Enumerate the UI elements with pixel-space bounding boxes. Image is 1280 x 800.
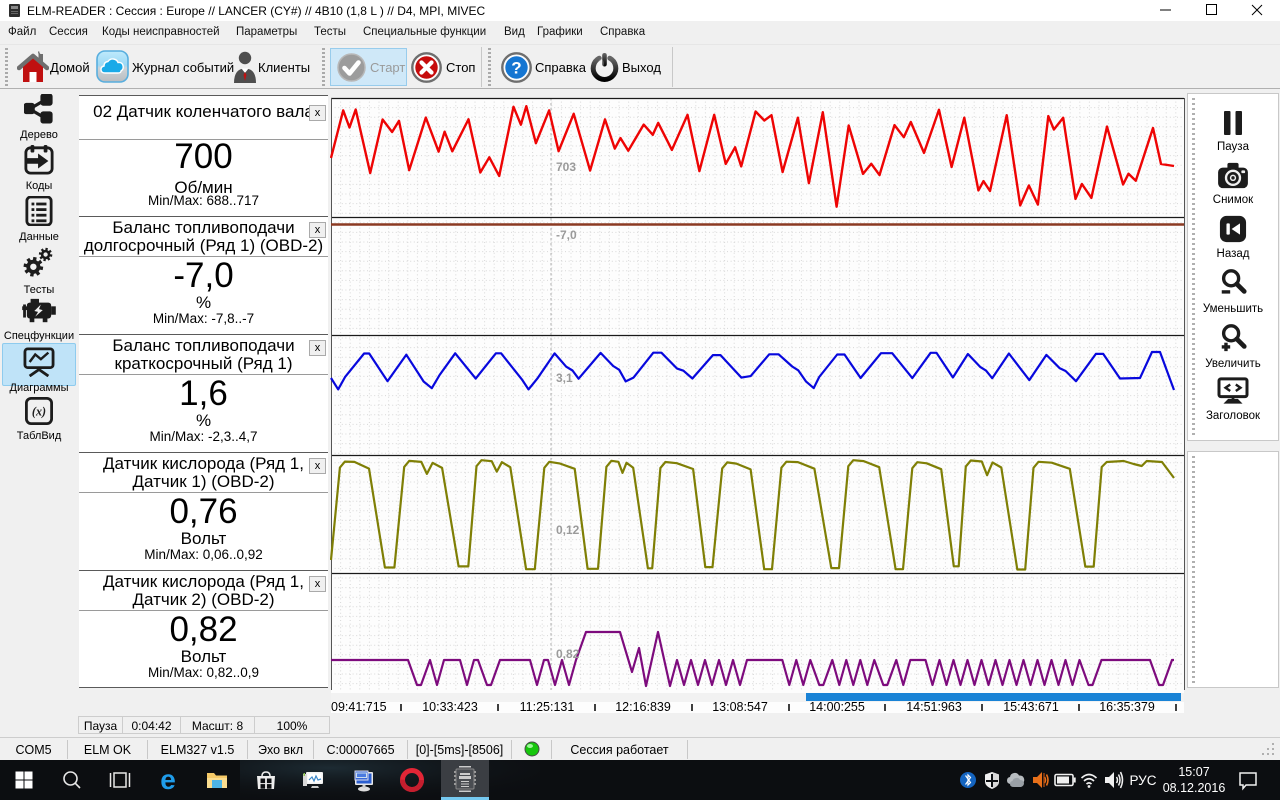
svg-text:11:25:131: 11:25:131 [520, 700, 575, 714]
svg-text:РУС: РУС [1129, 773, 1156, 788]
svg-text:09:41:715: 09:41:715 [331, 700, 387, 714]
svg-text:0,82: 0,82 [556, 647, 580, 661]
svg-text:13:08:547: 13:08:547 [712, 700, 768, 714]
svg-text:08.12.2016: 08.12.2016 [1163, 781, 1226, 795]
svg-text:12:16:839: 12:16:839 [615, 700, 671, 714]
svg-text:10:33:423: 10:33:423 [422, 700, 478, 714]
svg-text:16:35:379: 16:35:379 [1099, 700, 1155, 714]
svg-text:(x): (x) [32, 405, 46, 419]
svg-text:15:43:671: 15:43:671 [1003, 700, 1059, 714]
svg-text:14:51:963: 14:51:963 [906, 700, 962, 714]
svg-text:3,1: 3,1 [556, 371, 573, 385]
svg-text:14:00:255: 14:00:255 [809, 700, 865, 714]
svg-text:0,12: 0,12 [556, 523, 580, 537]
svg-text:15:07: 15:07 [1178, 765, 1209, 779]
svg-text:?: ? [511, 59, 521, 78]
svg-text:e: e [160, 764, 176, 795]
svg-text:703: 703 [556, 160, 576, 174]
svg-text:-7,0: -7,0 [556, 228, 577, 242]
